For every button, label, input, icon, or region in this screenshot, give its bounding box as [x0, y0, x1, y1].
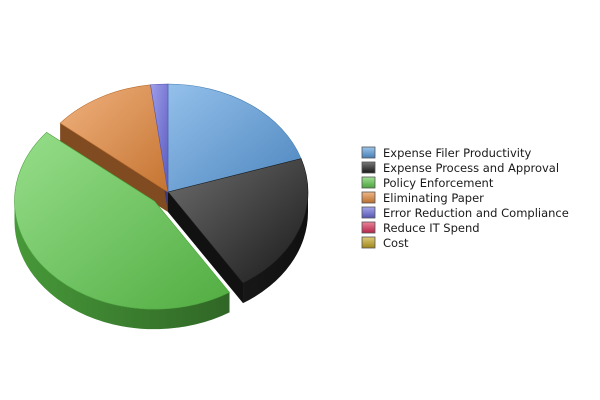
legend-label: Reduce IT Spend	[383, 221, 480, 235]
legend-label: Eliminating Paper	[383, 191, 484, 205]
pie-slice-side-expense-process-and-approval	[243, 192, 308, 304]
pie-slice-error-reduction-and-compliance[interactable]	[150, 83, 169, 193]
legend-swatch	[361, 161, 376, 174]
pie-slice-edge	[168, 192, 244, 304]
pie-slice-expense-filer-productivity[interactable]	[167, 83, 302, 193]
legend-item-expense-process-and-approval[interactable]: Expense Process and Approval	[361, 161, 559, 175]
legend-item-policy-enforcement[interactable]: Policy Enforcement	[361, 176, 494, 190]
legend-item-expense-filer-productivity[interactable]: Expense Filer Productivity	[361, 146, 531, 160]
legend-item-eliminating-paper[interactable]: Eliminating Paper	[361, 191, 484, 205]
legend-label: Expense Filer Productivity	[383, 146, 531, 160]
legend-swatch	[361, 146, 376, 159]
pie-slice-edge	[60, 123, 169, 212]
legend-item-reduce-it-spend[interactable]: Reduce IT Spend	[361, 221, 480, 235]
legend-label: Error Reduction and Compliance	[383, 206, 569, 220]
legend-label: Policy Enforcement	[383, 176, 494, 190]
legend-swatch	[361, 176, 376, 189]
legend-item-cost[interactable]: Cost	[361, 236, 409, 250]
pie-plot-area	[14, 83, 309, 330]
pie-slice-side-policy-enforcement	[14, 201, 230, 330]
pie-slice-eliminating-paper[interactable]	[59, 84, 169, 193]
legend-swatch	[361, 221, 376, 234]
legend-item-error-reduction-and-compliance[interactable]: Error Reduction and Compliance	[361, 206, 569, 220]
legend-swatch	[361, 206, 376, 219]
legend-label: Expense Process and Approval	[383, 161, 559, 175]
pie-slice-policy-enforcement[interactable]	[14, 131, 230, 310]
pie-slice-expense-process-and-approval[interactable]	[167, 158, 309, 284]
legend-swatch	[361, 236, 376, 249]
legend-label: Cost	[383, 236, 409, 250]
legend-swatch	[361, 191, 376, 204]
